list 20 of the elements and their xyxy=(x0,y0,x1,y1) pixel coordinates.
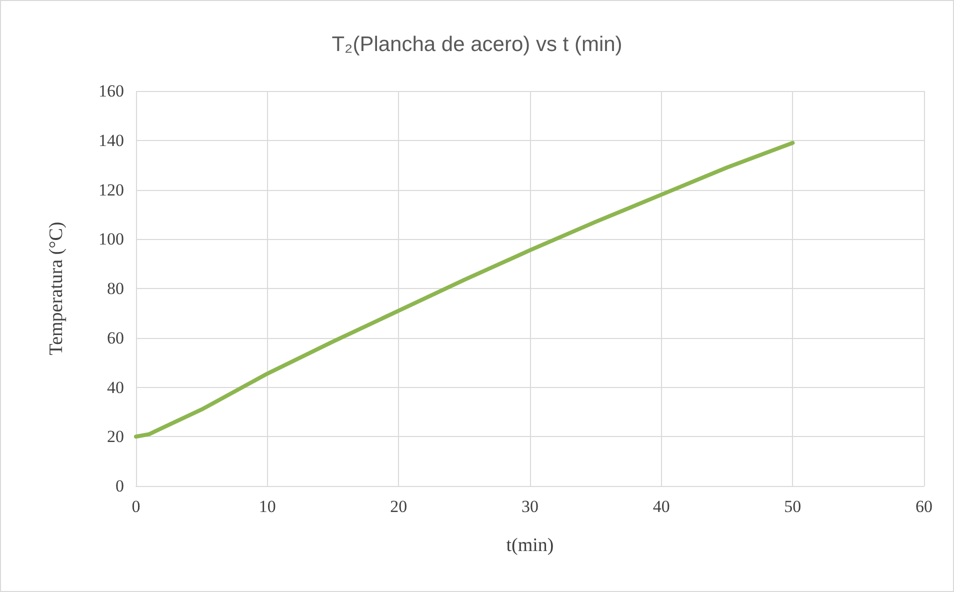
y-tick-label: 160 xyxy=(98,82,124,100)
y-tick-label: 140 xyxy=(98,130,124,150)
x-tick-label: 60 xyxy=(916,497,932,516)
line-series xyxy=(134,140,795,439)
y-tick-label: 120 xyxy=(98,180,124,200)
x-tick-label: 40 xyxy=(652,497,670,516)
x-tick-label: 10 xyxy=(258,497,276,516)
y-axis-title: Temperatura (°C) xyxy=(46,222,67,356)
x-tick-label: 0 xyxy=(132,497,140,516)
y-tick-label: 100 xyxy=(98,230,124,249)
y-tick-label: 80 xyxy=(107,279,124,298)
x-tick-label: 30 xyxy=(522,497,538,516)
y-tick-label: 20 xyxy=(107,427,124,446)
y-tick-label: 40 xyxy=(107,378,124,397)
chart-title: T₂(Plancha de acero) vs t (min) xyxy=(332,33,622,56)
x-tick-label: 50 xyxy=(784,497,802,516)
y-tick-label: 0 xyxy=(116,476,124,496)
y-tick-label: 60 xyxy=(107,328,124,348)
x-tick-label: 20 xyxy=(390,497,408,516)
x-axis-title: t(min) xyxy=(506,535,554,556)
